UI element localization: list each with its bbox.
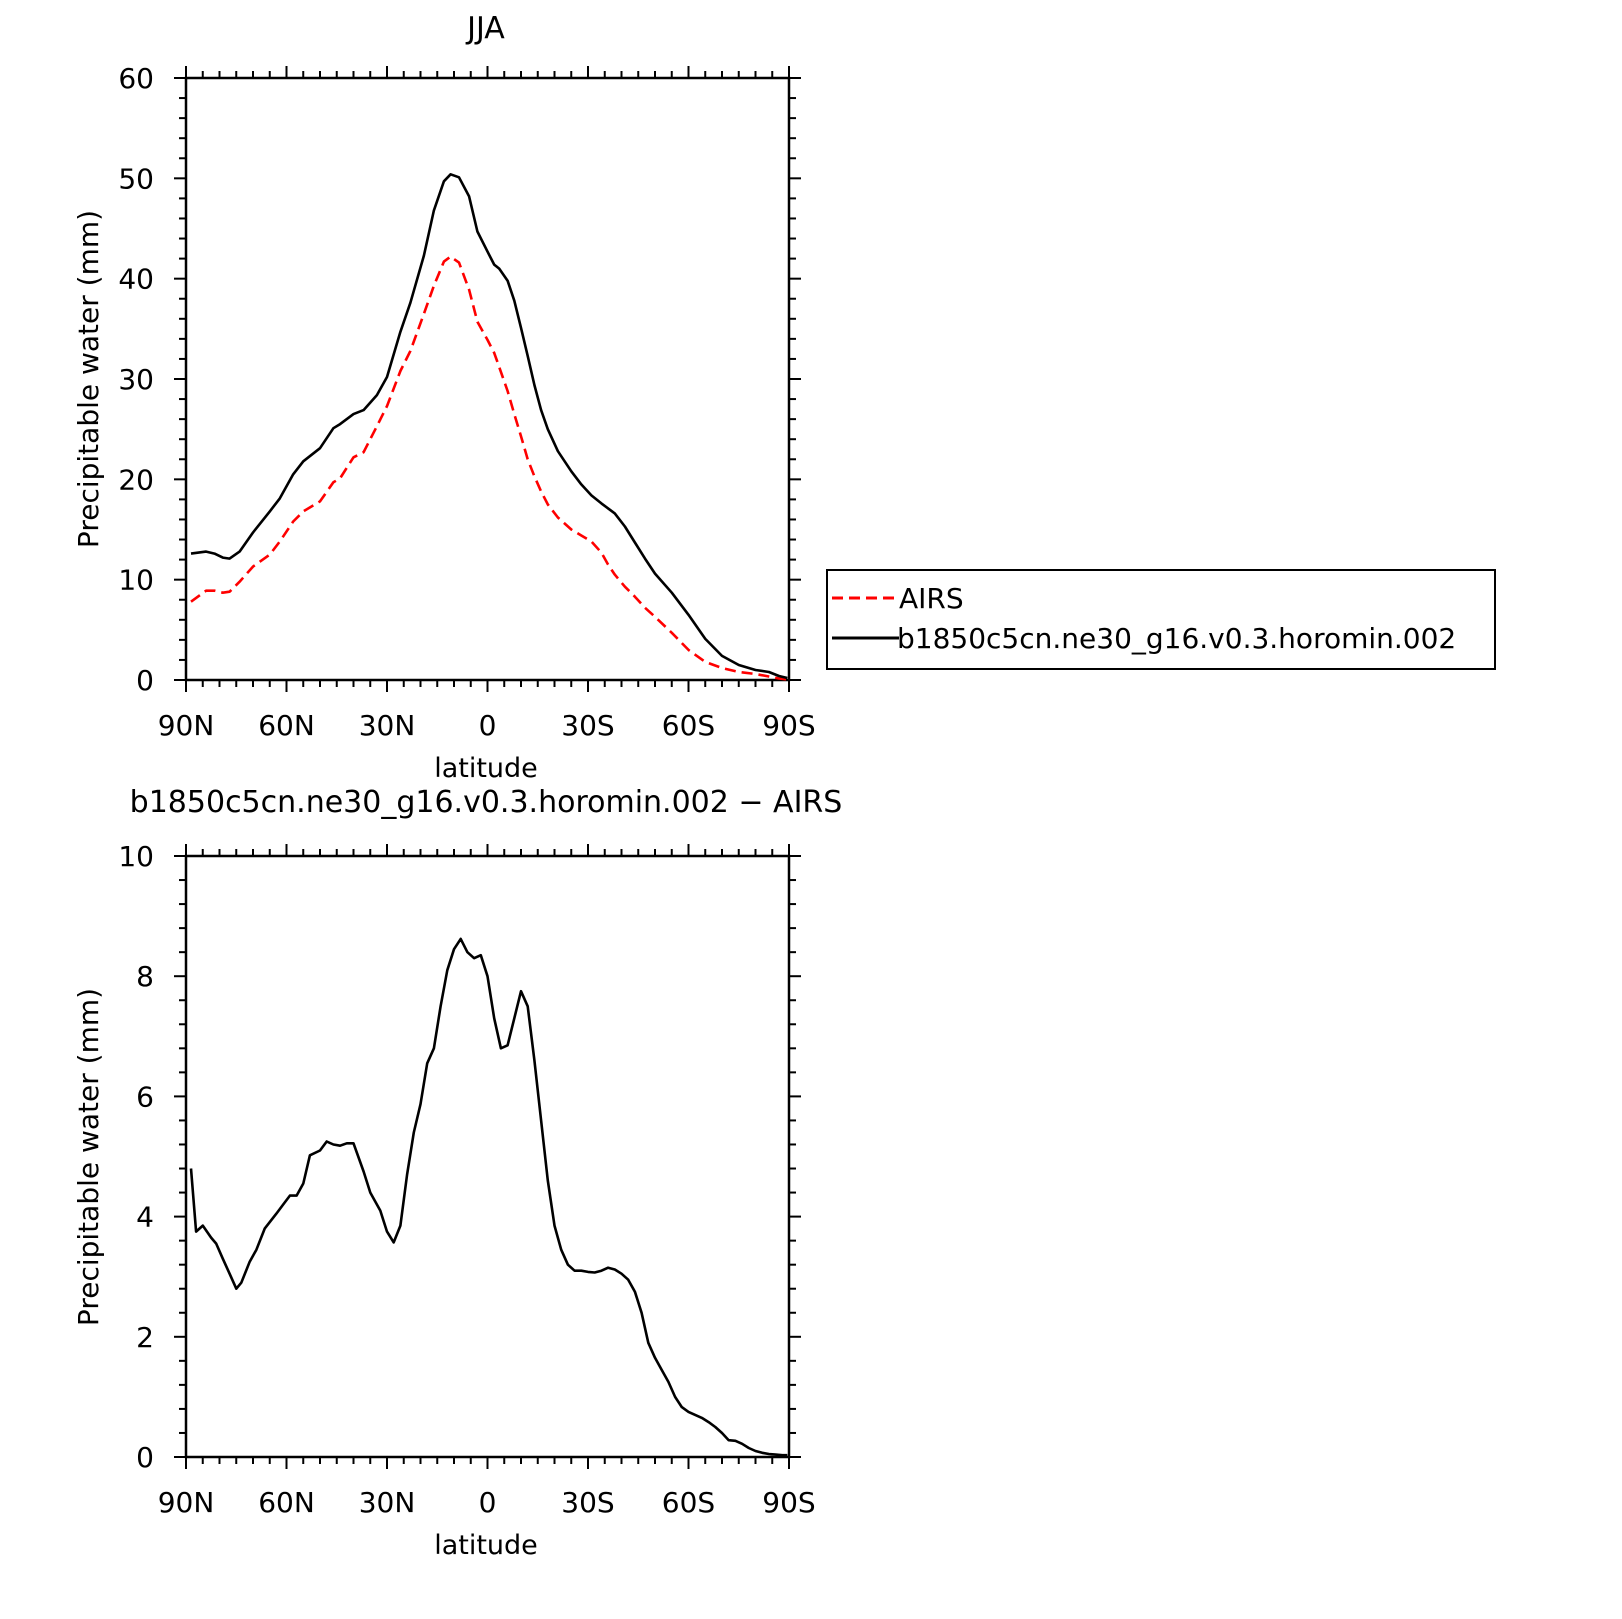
bottom-y-tick-label: 0 (136, 1441, 154, 1474)
bottom-plot-frame (184, 854, 791, 1459)
top-y-tick-label: 50 (118, 162, 154, 195)
top-x-tick-label: 30S (561, 709, 614, 742)
top-y-tick-label: 20 (118, 463, 154, 496)
top-y-axis-label: Precipitable water (mm) (72, 210, 105, 548)
bottom-y-axis-label: Precipitable water (mm) (72, 988, 105, 1326)
bottom-x-tick-label: 60S (662, 1486, 715, 1519)
bottom-x-tick-label: 0 (479, 1486, 497, 1519)
top-x-tick-label: 90S (762, 709, 815, 742)
bottom-y-tick-label: 2 (136, 1321, 154, 1354)
bottom-y-tick-label: 6 (136, 1080, 154, 1113)
top-plot-area: 90N 60N 30N 0 30S 60S 90S 0 10 20 30 40 50 60 (118, 62, 815, 742)
panel-bottom: b1850c5cn.ne30_g16.v0.3.horomin.002 − AI… (72, 785, 842, 1561)
top-x-tick-label: 60S (662, 709, 715, 742)
bottom-series-line-0 (189, 937, 788, 1457)
panel-top: JJA 90N 60N 30N 0 30S 60S 90S 0 10 20 30 40 50 60 Pre… (72, 11, 816, 784)
top-y-tick-label: 30 (118, 363, 154, 396)
top-y-tick-label: 0 (136, 664, 154, 697)
bottom-y-tick-label: 4 (136, 1201, 154, 1234)
bottom-x-tick-label: 90N (158, 1486, 215, 1519)
top-x-tick-label: 90N (158, 709, 215, 742)
bottom-y-tick-label: 10 (118, 840, 154, 873)
bottom-y-tick-label: 8 (136, 960, 154, 993)
legend: AIRS b1850c5cn.ne30_g16.v0.3.horomin.002 (826, 569, 1496, 670)
bottom-x-tick-label: 90S (762, 1486, 815, 1519)
top-title: JJA (465, 11, 505, 46)
bottom-title: b1850c5cn.ne30_g16.v0.3.horomin.002 − AI… (130, 785, 843, 820)
top-y-tick-label: 40 (118, 263, 154, 296)
bottom-x-tick-label: 30S (561, 1486, 614, 1519)
top-series-line-1 (190, 173, 788, 680)
bottom-x-tick-label: 60N (258, 1486, 315, 1519)
bottom-x-tick-label: 30N (359, 1486, 416, 1519)
top-x-tick-label: 30N (359, 709, 416, 742)
top-x-tick-label: 60N (258, 709, 315, 742)
bottom-plot-area: 90N 60N 30N 0 30S 60S 90S 0 2 4 6 8 10 (118, 840, 815, 1519)
legend-label-model: b1850c5cn.ne30_g16.v0.3.horomin.002 (897, 622, 1456, 655)
top-x-tick-label: 0 (479, 709, 497, 742)
legend-label-airs: AIRS (899, 582, 964, 615)
bottom-x-axis-label: latitude (434, 1530, 538, 1561)
top-y-tick-label: 10 (118, 564, 154, 597)
legend-box (826, 569, 1496, 670)
top-plot-frame (184, 76, 791, 682)
top-y-tick-label: 60 (118, 62, 154, 95)
top-x-axis-label: latitude (434, 753, 538, 784)
top-series-line-0 (190, 255, 788, 681)
